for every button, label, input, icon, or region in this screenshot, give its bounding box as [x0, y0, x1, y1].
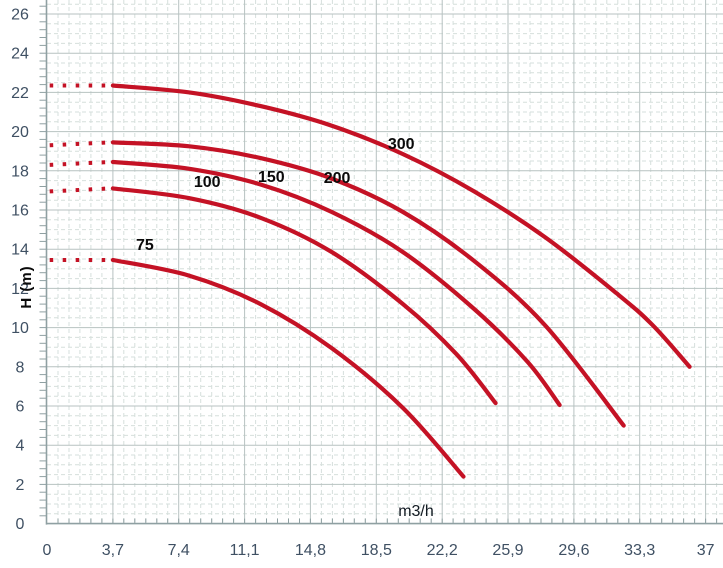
y-tick-label: 8: [16, 359, 25, 376]
y-tick-label: 10: [11, 320, 29, 337]
x-tick-label: 3,7: [102, 542, 124, 559]
curve-150: [110, 159, 562, 408]
x-tick-label: 29,6: [558, 542, 589, 559]
x-axis-label: m3/h: [398, 503, 434, 520]
curve-100: [110, 186, 498, 406]
y-tick-label: 6: [16, 399, 25, 416]
curve-label-300: 300: [388, 136, 415, 153]
x-tick-label: 25,9: [492, 542, 523, 559]
x-tick-label: 22,2: [427, 542, 458, 559]
x-tick-label: 14,8: [295, 542, 326, 559]
curve-label-75: 75: [136, 237, 154, 254]
curve-label-200: 200: [324, 170, 351, 187]
axis-ticks: [39, 5, 718, 524]
gridlines-major: [47, 0, 723, 524]
y-tick-label: 22: [11, 85, 29, 102]
y-tick-label: 16: [11, 203, 29, 220]
curve-75: [110, 257, 466, 479]
curve-label-100: 100: [194, 174, 221, 191]
x-tick-label: 7,4: [168, 542, 190, 559]
x-tick-label: 11,1: [230, 542, 260, 559]
curve-200: [110, 140, 626, 428]
y-tick-label: 0: [16, 516, 25, 533]
y-tick-label: 26: [11, 7, 29, 24]
x-tick-label: 37: [697, 542, 715, 559]
x-tick-label: 0: [43, 542, 52, 559]
y-axis-label: H (m): [18, 265, 35, 309]
curves: [49, 83, 692, 479]
y-tick-label: 18: [11, 163, 29, 180]
axes: [45, 0, 723, 525]
y-tick-label: 24: [11, 46, 29, 63]
y-tick-label: 2: [16, 477, 25, 494]
y-tick-label: 4: [16, 438, 25, 455]
x-tick-label: 18,5: [361, 542, 392, 559]
y-tick-label: 14: [11, 242, 29, 259]
y-tick-label: 20: [11, 124, 29, 141]
x-tick-label: 33,3: [624, 542, 655, 559]
curve-label-150: 150: [258, 169, 285, 186]
curve-300: [110, 83, 692, 369]
y-tick-label: 12: [11, 281, 29, 298]
curve-labels: 75 100 150 200 300: [136, 136, 415, 254]
